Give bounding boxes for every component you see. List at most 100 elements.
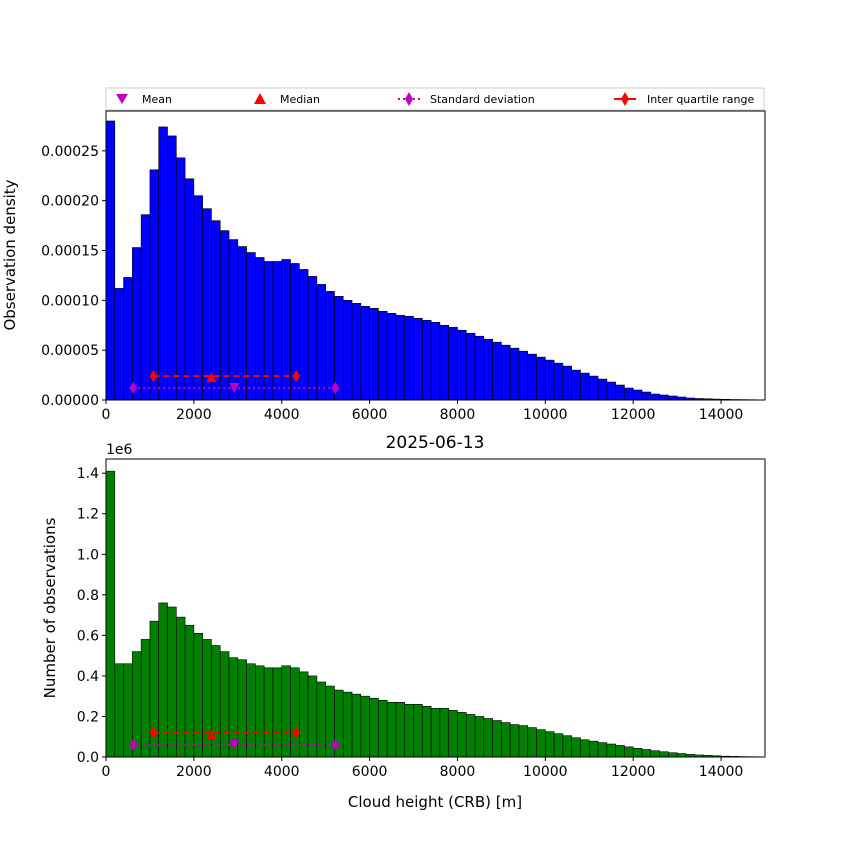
histogram-bar — [597, 742, 608, 758]
histogram-bar — [571, 369, 581, 401]
histogram-bar — [360, 306, 370, 401]
legend-frame — [105, 87, 765, 111]
diamond-marker — [292, 726, 301, 739]
x-tick-label: 4000 — [264, 764, 300, 780]
y-tick-label: 0.8 — [77, 588, 99, 604]
histogram-bar — [211, 220, 221, 401]
y-tick-label: 1.2 — [77, 507, 99, 523]
histogram-bar — [342, 691, 353, 758]
histogram-bar — [184, 178, 195, 401]
histogram-bar — [624, 746, 634, 758]
histogram-bar — [140, 639, 151, 758]
histogram-bar — [553, 362, 564, 401]
y-tick-label: 0.4 — [77, 669, 99, 685]
histogram-bar — [342, 300, 353, 401]
histogram-bar — [299, 269, 309, 401]
histogram-bar — [272, 667, 283, 758]
mean-marker — [229, 739, 240, 750]
y-tick-label: 1.0 — [77, 547, 99, 563]
histogram-bar — [676, 753, 687, 758]
y-tick-label: 0.00020 — [41, 194, 99, 210]
histogram-bar — [509, 347, 520, 401]
histogram-bar — [395, 701, 406, 758]
stat-markers-top — [129, 370, 340, 395]
histogram-bar — [369, 697, 379, 758]
legend-item-iqr: Inter quartile range — [614, 92, 754, 106]
histogram-bar — [439, 324, 449, 401]
histogram-bar — [483, 718, 493, 758]
chart-title: 2025-06-13 — [386, 433, 485, 453]
histogram-bar — [263, 261, 274, 401]
histogram-bar — [518, 725, 529, 758]
x-tick-label: 0 — [102, 764, 111, 780]
histogram-bar — [158, 126, 168, 401]
histogram-bar — [246, 663, 256, 758]
histogram-bar — [465, 714, 476, 758]
x-axis-bottom: 0 2000 4000 6000 8000 10000 12000 14000 — [102, 757, 743, 780]
histogram-bar — [659, 394, 669, 401]
histogram-bar — [202, 208, 212, 401]
histogram-bar — [650, 750, 660, 758]
histogram-bar — [562, 735, 572, 758]
y-tick-label: 0.6 — [77, 628, 99, 644]
histogram-bar — [518, 350, 529, 401]
histogram-bar — [193, 195, 203, 401]
histogram-bar — [545, 731, 555, 758]
histogram-bar — [105, 470, 116, 758]
histogram-bar — [351, 693, 362, 758]
histogram-bar — [149, 169, 160, 401]
histogram-bar — [527, 353, 537, 401]
histogram-bar — [641, 391, 652, 401]
histogram-bar — [615, 745, 625, 758]
triangle-down-icon — [116, 94, 128, 104]
histogram-bar — [492, 720, 502, 758]
histogram-bar — [219, 230, 230, 401]
histogram-bar — [246, 252, 256, 401]
histogram-bar — [474, 716, 485, 758]
legend-label-median: Median — [280, 93, 320, 106]
x-tick-label: 0 — [102, 407, 111, 423]
chart-bottom: 2025-06-13 1e6 0 2000 4000 6000 8000 10000 120… — [41, 433, 766, 811]
histogram-bar — [386, 312, 397, 401]
histogram-bar — [606, 381, 616, 401]
diamond-marker — [149, 370, 158, 383]
legend-item-std: Standard deviation — [398, 92, 535, 106]
legend-label-mean: Mean — [142, 93, 172, 106]
histogram-bar — [272, 261, 283, 401]
histogram-bar — [439, 708, 449, 758]
histogram-bar — [422, 319, 432, 401]
histogram-bar — [448, 326, 458, 401]
histogram-bar — [255, 257, 265, 401]
histogram-bar — [263, 667, 274, 758]
x-tick-label: 4000 — [264, 407, 300, 423]
histogram-bar — [290, 667, 300, 758]
histogram-bar — [659, 751, 669, 758]
histogram-bar — [588, 375, 599, 401]
histogram-bar — [668, 395, 678, 401]
histogram-bar — [307, 276, 318, 401]
histogram-bar — [360, 695, 370, 758]
x-tick-label: 12000 — [611, 764, 656, 780]
histogram-bar — [386, 701, 397, 758]
diamond-marker — [331, 738, 340, 751]
legend-label-iqr: Inter quartile range — [647, 93, 754, 106]
histogram-bar — [123, 277, 133, 401]
x-tick-label: 12000 — [611, 407, 656, 423]
histogram-bar — [624, 387, 634, 401]
histogram-bar — [193, 633, 203, 758]
histogram-bar — [167, 135, 177, 401]
legend-item-mean: Mean — [116, 93, 172, 106]
mean-marker — [229, 383, 240, 394]
histogram-bar — [325, 291, 335, 401]
x-tick-label: 2000 — [176, 764, 212, 780]
histogram-bar — [281, 665, 291, 758]
histogram-bar — [641, 749, 652, 758]
legend-label-std: Standard deviation — [430, 93, 535, 106]
histogram-bar — [378, 311, 388, 401]
histogram-bar — [465, 332, 476, 401]
histogram-bar — [588, 740, 599, 758]
histogram-bar — [422, 706, 432, 758]
histogram-bar — [132, 247, 142, 401]
histogram-bar — [509, 724, 520, 758]
y-offset-label: 1e6 — [106, 442, 133, 458]
